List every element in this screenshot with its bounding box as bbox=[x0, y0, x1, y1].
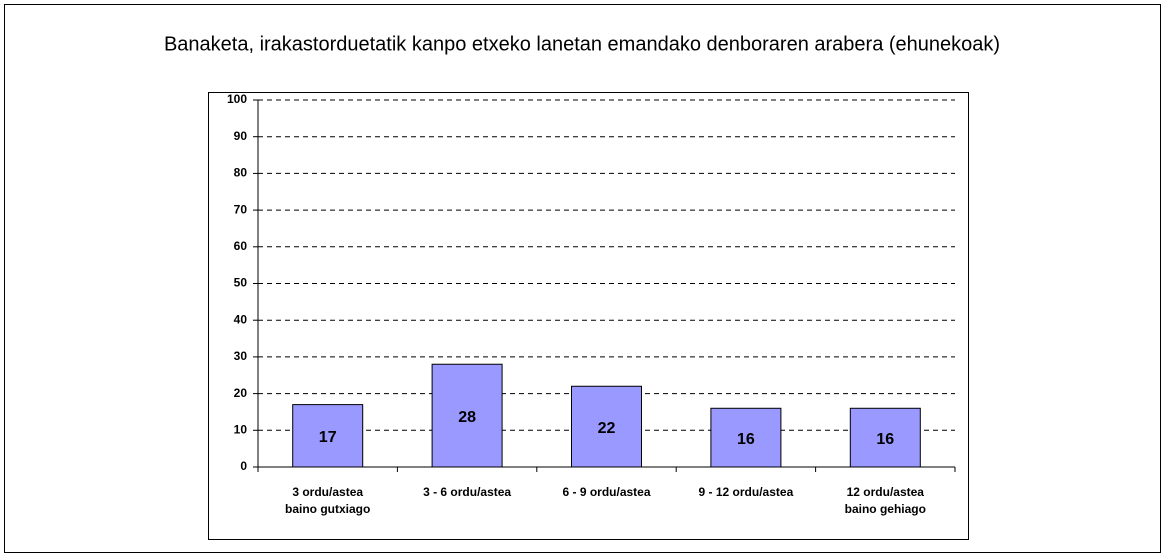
plot-frame bbox=[208, 92, 969, 540]
y-tick-label: 100 bbox=[227, 92, 247, 106]
data-label: 28 bbox=[458, 409, 476, 426]
y-tick-label: 20 bbox=[234, 386, 248, 400]
bar bbox=[292, 404, 364, 468]
y-tick-label: 70 bbox=[234, 202, 248, 216]
bar bbox=[849, 407, 921, 468]
x-tick-label: 9 - 12 ordu/astea bbox=[699, 485, 794, 499]
y-tick-label: 10 bbox=[234, 422, 248, 436]
bar bbox=[571, 385, 642, 468]
y-tick-label: 90 bbox=[234, 129, 248, 143]
y-tick-label: 40 bbox=[234, 312, 248, 326]
data-label: 17 bbox=[319, 429, 337, 446]
bar bbox=[710, 407, 782, 468]
x-tick-label: baino gutxiago bbox=[285, 502, 370, 516]
x-tick-label: 6 - 9 ordu/astea bbox=[562, 485, 650, 499]
data-label: 22 bbox=[598, 420, 616, 437]
x-tick-label: 12 ordu/astea bbox=[847, 485, 925, 499]
y-tick-label: 60 bbox=[234, 239, 248, 253]
data-label: 16 bbox=[876, 431, 894, 448]
x-tick-label: 3 ordu/astea bbox=[292, 485, 363, 499]
x-tick-label: 3 - 6 ordu/astea bbox=[423, 485, 511, 499]
y-tick-label: 50 bbox=[234, 276, 248, 290]
y-tick-label: 30 bbox=[234, 349, 248, 363]
y-tick-label: 0 bbox=[240, 459, 247, 473]
x-tick-label: baino gehiago bbox=[845, 502, 926, 516]
data-label: 16 bbox=[737, 431, 755, 448]
y-tick-label: 80 bbox=[234, 166, 248, 180]
bar bbox=[431, 363, 503, 468]
chart-title: Banaketa, irakastorduetatik kanpo etxeko… bbox=[164, 33, 1000, 55]
